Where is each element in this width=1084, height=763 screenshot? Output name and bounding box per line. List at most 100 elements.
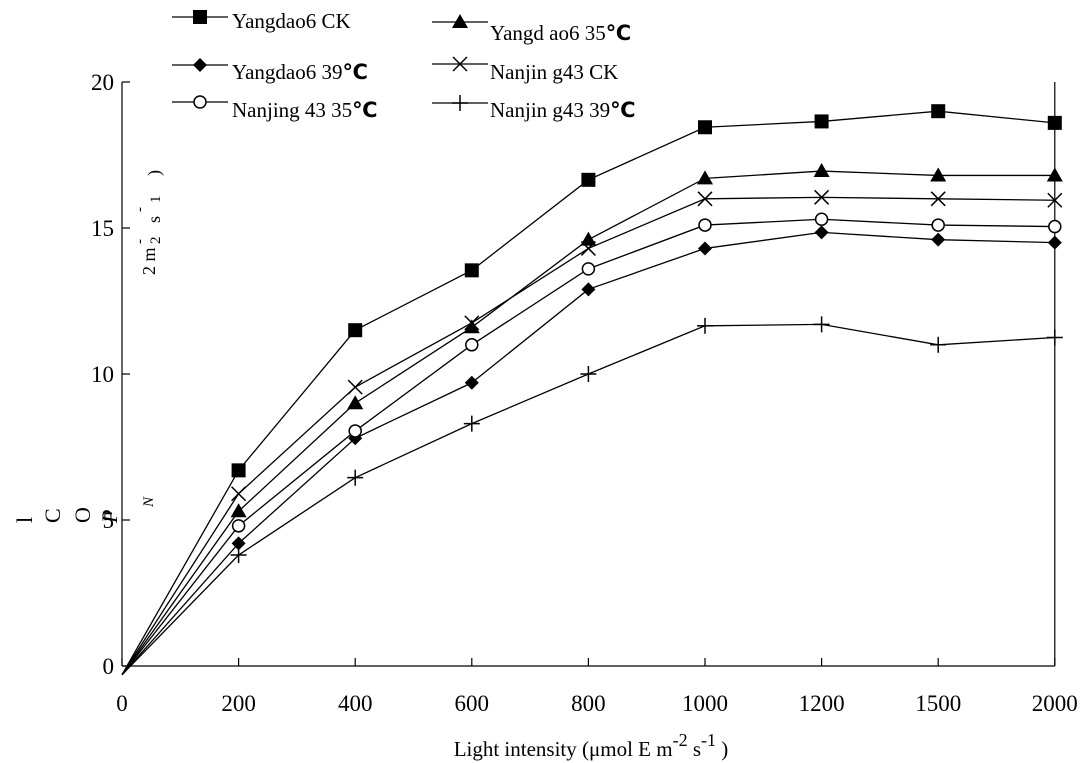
legend-marker [452, 95, 468, 111]
legend-item: Nanjing 43 35℃ [172, 95, 378, 122]
data-point [348, 323, 363, 338]
y-label-piece-1: 1 [148, 196, 164, 204]
data-point [931, 232, 946, 247]
data-point [465, 338, 479, 352]
x-tick-label: 1500 [915, 691, 961, 716]
data-point [230, 503, 247, 518]
data-point [580, 366, 597, 382]
y-label-piece-c: C [40, 508, 65, 523]
x-axis-label-end: ) [716, 737, 728, 761]
legend-label: Yangdao6 39℃ [232, 60, 368, 84]
data-point [930, 167, 947, 182]
legend-label: Nanjin g43 CK [490, 60, 618, 84]
x-tick-label: 600 [455, 691, 490, 716]
data-point [698, 218, 712, 232]
data-point [580, 240, 596, 256]
legend-marker [452, 56, 468, 72]
legend-item: Yangdao6 39℃ [172, 58, 368, 84]
legend-marker [452, 14, 468, 28]
data-point [814, 225, 829, 240]
y-label-piece-p: P [97, 510, 122, 524]
legend-item: Yangdao6 CK [172, 9, 351, 33]
legend-marker [193, 95, 207, 109]
data-point [231, 536, 246, 551]
y-label-piece-2: 2 [148, 237, 164, 245]
data-point [814, 212, 829, 226]
x-tick-label: 400 [338, 691, 373, 716]
x-tick-label: 0 [116, 691, 128, 716]
y-tick-label: 5 [103, 508, 115, 533]
series-layer [121, 104, 1063, 676]
x-axis-label-main: Light intensity (μmol E m [454, 737, 673, 761]
y-axis-label: l C O P N 2 m 2 s 1 ) - - [12, 170, 165, 524]
y-tick-label: 0 [103, 654, 115, 679]
data-point [581, 172, 596, 187]
legend-label: Nanjing 43 35℃ [232, 98, 378, 122]
y-label-piece-minus2: - [132, 207, 148, 212]
data-point [231, 519, 246, 533]
data-point [581, 262, 596, 276]
y-label-piece-minus1: - [132, 239, 148, 244]
data-point [1047, 235, 1062, 250]
legend-marker [193, 10, 207, 24]
y-tick-label: 10 [91, 362, 114, 387]
x-tick-label: 1000 [682, 691, 728, 716]
data-point [697, 317, 713, 334]
data-point [698, 120, 712, 135]
y-label-piece-l: l [12, 517, 37, 523]
series-line [121, 170, 1055, 676]
x-axis-label-sup2: -1 [701, 730, 716, 750]
legend: Yangdao6 CK Yangd ao6 35℃ Yangdao6 39℃ Nanj… [172, 9, 636, 122]
data-point [813, 316, 830, 333]
data-point [814, 189, 830, 205]
x-tick-label: 1200 [799, 691, 845, 716]
data-point [1046, 167, 1063, 182]
data-point [580, 231, 597, 246]
data-point [230, 547, 247, 564]
series-line [121, 231, 1055, 676]
data-point [347, 379, 363, 395]
data-point [813, 163, 830, 178]
y-tick-label: 15 [91, 216, 114, 241]
data-point [464, 375, 479, 390]
data-point [698, 241, 712, 256]
y-label-piece-s: s [144, 216, 164, 223]
series-1 [121, 104, 1062, 676]
legend-label: Nanjin g43 39℃ [490, 98, 636, 122]
data-point [347, 469, 364, 486]
x-tick-label: 2000 [1032, 691, 1078, 716]
data-point [463, 415, 480, 432]
legend-item: Nanjin g43 CK [432, 56, 618, 84]
legend-item: Nanjin g43 39℃ [432, 95, 636, 122]
data-point [1046, 329, 1063, 346]
data-point [464, 263, 479, 278]
legend-label: Yangd ao6 35℃ [490, 21, 631, 45]
data-point [930, 191, 946, 207]
data-point [697, 170, 713, 185]
y-label-piece-n: N [141, 496, 157, 508]
data-point [1048, 219, 1062, 234]
series-4 [121, 189, 1063, 676]
legend-item: Yangd ao6 35℃ [432, 14, 631, 45]
data-point [697, 191, 713, 207]
data-point [814, 114, 829, 129]
data-point [463, 319, 480, 334]
data-point [464, 315, 480, 331]
legend-marker [193, 58, 207, 72]
x-tick-label: 200 [221, 691, 256, 716]
data-point [1047, 192, 1063, 208]
data-point [931, 104, 946, 119]
x-axis-label-mid: s [688, 737, 701, 761]
data-point [930, 336, 947, 353]
series-3 [121, 225, 1062, 676]
data-point [348, 424, 362, 438]
series-6 [121, 316, 1063, 676]
series-5 [121, 212, 1062, 676]
legend-label: Yangdao6 CK [232, 9, 351, 33]
data-point [231, 486, 247, 502]
series-2 [121, 163, 1063, 676]
y-label-piece-paren: ) [144, 170, 165, 176]
series-line [121, 110, 1055, 676]
y-tick-label: 20 [91, 70, 114, 95]
